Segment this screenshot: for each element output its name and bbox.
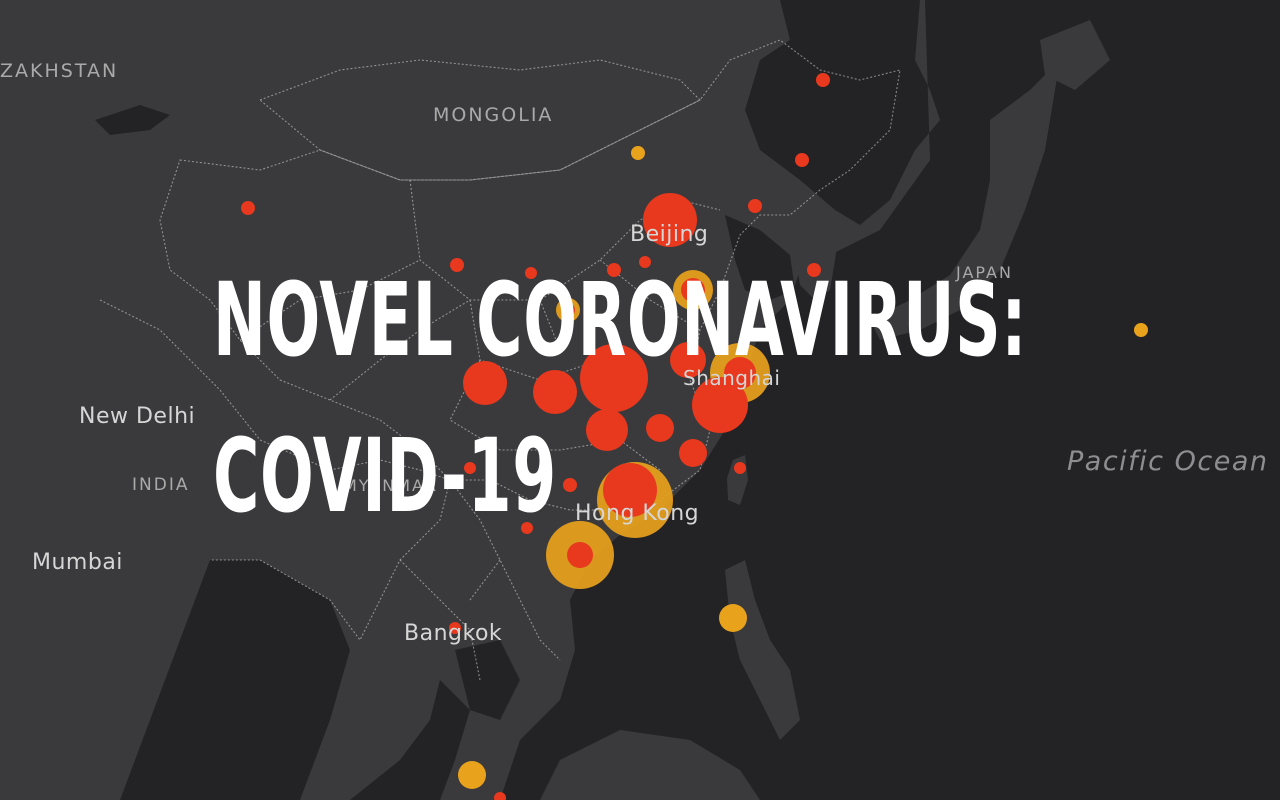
india-peninsula [0, 430, 210, 800]
case-marker [586, 409, 628, 451]
case-marker [603, 463, 657, 517]
case-marker [719, 604, 747, 632]
case-marker [639, 256, 651, 268]
case-marker [748, 199, 762, 213]
case-marker [494, 792, 506, 800]
label-mongolia: MONGOLIA [433, 104, 554, 126]
label-india: INDIA [132, 475, 190, 495]
case-marker [533, 370, 577, 414]
label-bangkok: Bangkok [404, 621, 503, 646]
label-mumbai: Mumbai [32, 550, 123, 575]
case-marker [561, 303, 575, 317]
province-borders [239, 179, 721, 471]
case-marker [724, 357, 756, 389]
label-myanmar: MYANMAR [343, 476, 439, 495]
case-marker [795, 153, 809, 167]
case-marker [816, 73, 830, 87]
taiwan [727, 455, 748, 505]
lake-balkhash [95, 105, 170, 135]
case-marker [464, 462, 476, 474]
label-kazakhstan: ZAKHSTAN [0, 60, 119, 82]
case-marker [567, 542, 593, 568]
label-hong-kong: Hong Kong [575, 501, 700, 526]
case-marker [681, 278, 705, 302]
label-pacific-ocean: Pacific Ocean [1067, 446, 1269, 477]
borneo [540, 730, 760, 800]
case-marker [643, 193, 697, 247]
case-marker [670, 342, 706, 378]
case-marker [1134, 323, 1148, 337]
case-marker [646, 414, 674, 442]
case-marker [679, 439, 707, 467]
label-shanghai: Shanghai [683, 366, 781, 390]
case-marker [458, 761, 486, 789]
gulf-of-thailand [455, 640, 520, 720]
hokkaido [1040, 20, 1110, 90]
case-marker [449, 622, 461, 634]
case-marker [692, 377, 748, 433]
mongolia-border [258, 59, 701, 181]
case-marker [607, 263, 621, 277]
case-marker [580, 344, 648, 412]
headline-line-2: COVID-19 [213, 417, 557, 536]
indochina-borders [399, 479, 561, 681]
philippines [725, 560, 800, 740]
case-marker [807, 263, 821, 277]
case-marker [463, 361, 507, 405]
china-border [159, 39, 901, 511]
case-marker [241, 201, 255, 215]
case-marker [563, 478, 577, 492]
label-new-delhi: New Delhi [79, 404, 196, 429]
case-marker [631, 146, 645, 160]
japan [870, 60, 1060, 340]
case-marker [734, 462, 746, 474]
headline-line-1: NOVEL CORONAVIRUS: [213, 261, 1028, 380]
case-markers [241, 73, 1148, 800]
korea [790, 210, 840, 300]
yellow-sea [725, 215, 795, 300]
india-border [99, 299, 451, 642]
bay-of-bengal [120, 560, 350, 800]
case-marker [521, 522, 533, 534]
label-japan: JAPAN [956, 263, 1013, 282]
label-beijing: Beijing [630, 222, 709, 247]
case-marker [525, 267, 537, 279]
case-marker [450, 258, 464, 272]
